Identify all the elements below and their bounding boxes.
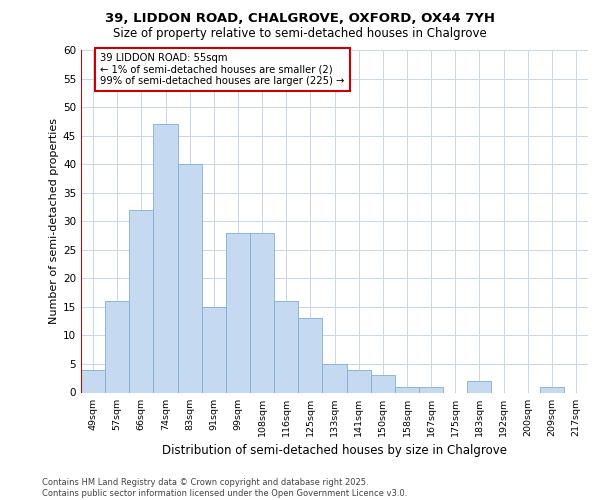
- Bar: [274, 301, 298, 392]
- Bar: [540, 387, 564, 392]
- Y-axis label: Number of semi-detached properties: Number of semi-detached properties: [49, 118, 59, 324]
- Bar: [81, 370, 105, 392]
- Bar: [298, 318, 322, 392]
- Bar: [154, 124, 178, 392]
- Bar: [202, 307, 226, 392]
- Bar: [105, 301, 129, 392]
- Text: 39 LIDDON ROAD: 55sqm
← 1% of semi-detached houses are smaller (2)
99% of semi-d: 39 LIDDON ROAD: 55sqm ← 1% of semi-detac…: [100, 53, 344, 86]
- Bar: [467, 381, 491, 392]
- Bar: [419, 387, 443, 392]
- Bar: [226, 232, 250, 392]
- Bar: [250, 232, 274, 392]
- Text: 39, LIDDON ROAD, CHALGROVE, OXFORD, OX44 7YH: 39, LIDDON ROAD, CHALGROVE, OXFORD, OX44…: [105, 12, 495, 26]
- Bar: [129, 210, 154, 392]
- Bar: [322, 364, 347, 392]
- Bar: [371, 376, 395, 392]
- Bar: [395, 387, 419, 392]
- Bar: [178, 164, 202, 392]
- X-axis label: Distribution of semi-detached houses by size in Chalgrove: Distribution of semi-detached houses by …: [162, 444, 507, 457]
- Bar: [347, 370, 371, 392]
- Text: Size of property relative to semi-detached houses in Chalgrove: Size of property relative to semi-detach…: [113, 28, 487, 40]
- Text: Contains HM Land Registry data © Crown copyright and database right 2025.
Contai: Contains HM Land Registry data © Crown c…: [42, 478, 407, 498]
